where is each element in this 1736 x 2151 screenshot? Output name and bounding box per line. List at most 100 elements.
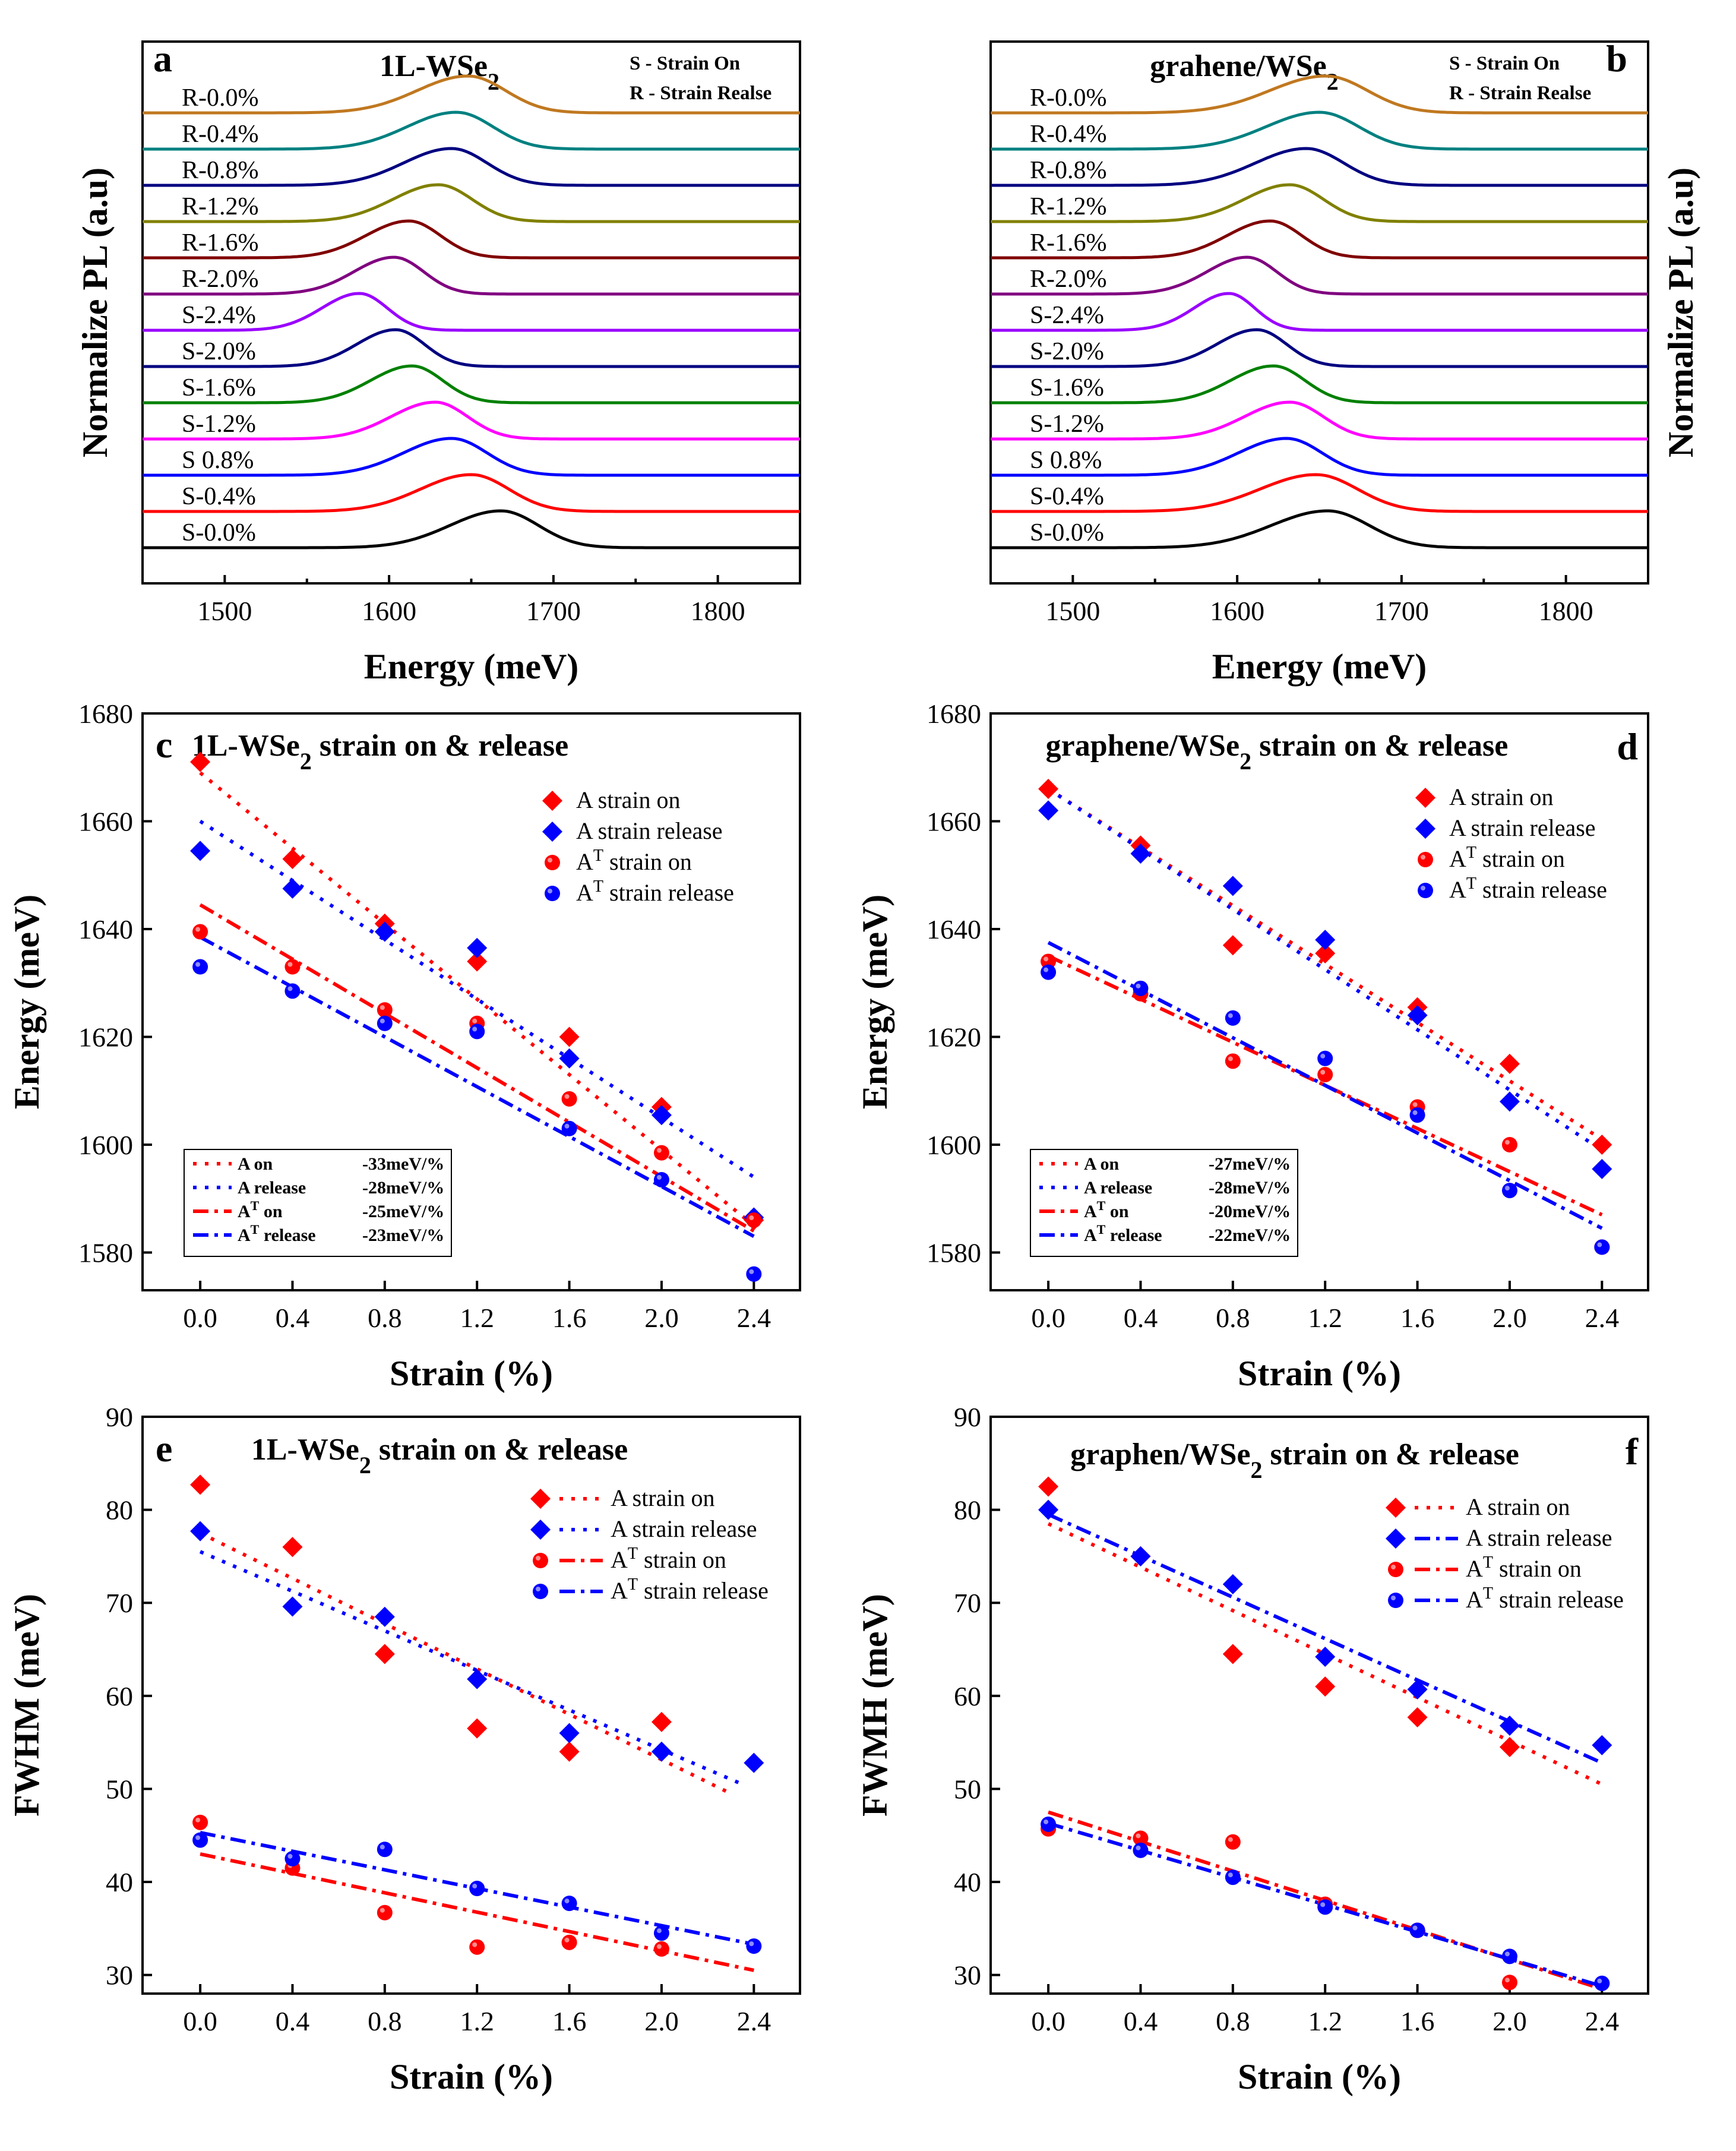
spectrum-label: S-2.4% xyxy=(182,302,256,329)
legend-marker-highlight xyxy=(548,889,552,893)
legend-label: A on xyxy=(238,1154,273,1174)
data-point xyxy=(653,1171,669,1187)
legend-label: AT strain on xyxy=(1466,1553,1582,1583)
spectrum-label: R-0.4% xyxy=(182,121,259,148)
data-point xyxy=(1407,1005,1428,1026)
data-point-highlight xyxy=(380,1018,385,1024)
x-tick-label: 2.0 xyxy=(1492,1303,1527,1333)
spectrum-line xyxy=(143,364,800,405)
data-point xyxy=(469,1939,485,1955)
data-point xyxy=(561,1896,577,1912)
legend-label: A strain on xyxy=(611,1484,715,1511)
data-point xyxy=(1499,1736,1520,1757)
data-point xyxy=(1407,1679,1428,1700)
data-point xyxy=(284,983,301,999)
spectrum-line xyxy=(143,110,800,151)
y-axis-label: Energy (meV) xyxy=(7,895,46,1110)
legend-slope: -27meV/% xyxy=(1209,1154,1291,1174)
data-point xyxy=(1133,980,1149,996)
data-point xyxy=(1409,1922,1425,1938)
y-tick-label: 70 xyxy=(106,1588,133,1618)
x-tick-label: 0.0 xyxy=(1031,2006,1065,2036)
data-point xyxy=(653,1145,669,1161)
data-point xyxy=(467,1718,488,1739)
spectrum-line xyxy=(143,255,800,296)
legend-marker xyxy=(1388,1593,1403,1608)
legend-label: AT strain on xyxy=(611,1544,726,1574)
spectrum-line xyxy=(143,74,800,115)
legend-marker-highlight xyxy=(1391,1596,1396,1600)
fit-legend-box xyxy=(1030,1149,1298,1257)
x-tick-label: 1500 xyxy=(1045,596,1100,626)
x-axis-label: Strain (%) xyxy=(1238,2057,1401,2096)
spectrum-line xyxy=(991,183,1648,223)
data-point xyxy=(561,1120,577,1136)
data-point-highlight xyxy=(749,1215,754,1221)
spectrum-line xyxy=(143,147,800,187)
spectrum-line xyxy=(143,219,800,260)
y-tick-label: 80 xyxy=(954,1495,981,1525)
data-point xyxy=(377,1904,393,1921)
data-point-highlight xyxy=(195,962,201,967)
data-point xyxy=(653,1941,669,1957)
x-tick-label: 2.4 xyxy=(1585,1303,1620,1333)
y-tick-label: 1660 xyxy=(78,806,133,836)
legend-note: S - Strain On xyxy=(1449,53,1560,74)
spectrum-label: S-1.2% xyxy=(182,410,256,438)
spectrum-label: S-2.0% xyxy=(1030,338,1104,365)
data-point-highlight xyxy=(472,1026,478,1032)
legend-label: AT strain on xyxy=(576,846,692,876)
legend-label: A strain on xyxy=(576,787,681,813)
x-tick-label: 2.4 xyxy=(737,1303,771,1333)
data-point xyxy=(469,1881,485,1897)
x-tick-label: 0.8 xyxy=(1216,1303,1250,1333)
plot-frame xyxy=(989,1416,1649,1995)
data-point xyxy=(374,1644,395,1664)
data-point xyxy=(1317,1899,1333,1915)
y-tick-label: 1640 xyxy=(78,914,133,945)
data-point xyxy=(1130,843,1151,864)
panel-letter: e xyxy=(156,1427,172,1470)
data-point xyxy=(1038,1499,1059,1520)
spectrum-label: R-0.0% xyxy=(1030,84,1107,112)
x-tick-label: 1800 xyxy=(1539,596,1593,626)
panel-b: 1500 1600 1700 1800 Energy (meV) Normalize PL… xyxy=(989,37,1700,686)
legend-slope: -33meV/% xyxy=(362,1154,444,1174)
data-point xyxy=(561,1091,577,1107)
data-point xyxy=(1315,1647,1336,1667)
data-point xyxy=(1222,935,1243,956)
data-point-highlight xyxy=(472,1018,478,1024)
data-point xyxy=(1317,1050,1333,1066)
y-tick-label: 1660 xyxy=(927,806,981,836)
data-point xyxy=(1315,930,1336,950)
data-point xyxy=(1041,964,1057,980)
spectrum-label: R-1.6% xyxy=(1030,229,1107,257)
spectrum-label: S-0.0% xyxy=(182,519,256,547)
data-point-highlight xyxy=(1044,956,1049,962)
data-point-highlight xyxy=(195,927,201,932)
legend-marker-highlight xyxy=(1421,886,1425,890)
data-point xyxy=(1499,1053,1520,1074)
y-tick-label: 90 xyxy=(106,1402,133,1432)
legend-label: AT strain release xyxy=(1449,874,1607,904)
x-axis-label: Strain (%) xyxy=(390,2057,553,2096)
spectrum-line xyxy=(991,473,1648,513)
x-tick-label: 1.6 xyxy=(552,1303,587,1333)
y-axis-label: Energy (meV) xyxy=(855,895,894,1110)
spectrum-label: R-0.4% xyxy=(1030,121,1107,148)
x-tick-label: 0.8 xyxy=(1216,2006,1250,2036)
data-point xyxy=(1315,1676,1336,1697)
x-tick-label: 0.0 xyxy=(183,1303,217,1333)
panel-letter: f xyxy=(1626,1430,1639,1473)
legend-marker xyxy=(1386,1498,1406,1518)
x-tick-label: 1700 xyxy=(526,596,581,626)
data-point-highlight xyxy=(1504,1139,1510,1145)
panel-f: 0.0 0.4 0.8 1.2 1.6 2.0 2.4 30 40 50 60 70 80 90 Strai… xyxy=(855,1402,1649,2096)
legend-label: AT on xyxy=(238,1198,283,1222)
x-tick-label: 1.2 xyxy=(1308,1303,1342,1333)
x-tick-label: 2.0 xyxy=(644,1303,679,1333)
data-point xyxy=(190,841,211,861)
x-tick-label: 1.6 xyxy=(552,2006,587,2036)
spectrum-line xyxy=(991,509,1648,549)
data-point xyxy=(374,921,395,942)
